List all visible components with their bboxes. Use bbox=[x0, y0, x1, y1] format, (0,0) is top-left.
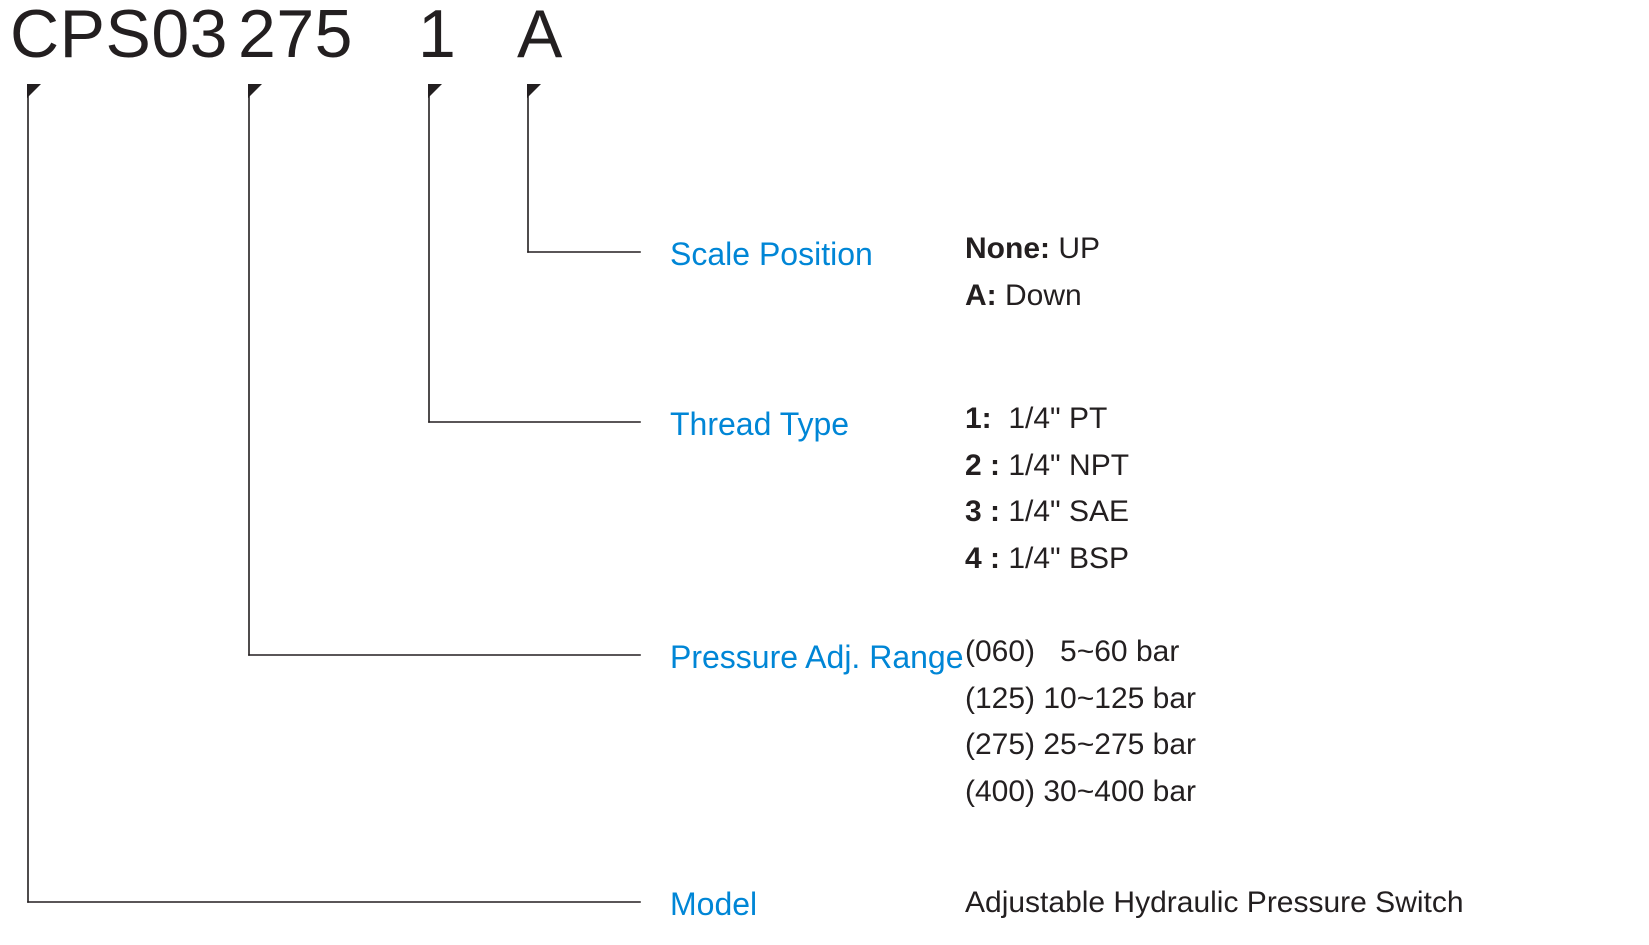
option-line: 3 : 1/4" SAE bbox=[965, 489, 1129, 536]
option-line: 1: 1/4" PT bbox=[965, 396, 1129, 443]
option-value: UP bbox=[1050, 232, 1100, 265]
options-pressure: (060) 5~60 bar (125) 10~125 bar (275) 25~2… bbox=[965, 629, 1196, 815]
option-line: (275) 25~275 bar bbox=[965, 722, 1196, 769]
option-value: 1/4" BSP bbox=[1000, 542, 1129, 575]
option-line: None: UP bbox=[965, 226, 1100, 273]
row-label-thread: Thread Type bbox=[670, 408, 849, 440]
option-key: 4 : bbox=[965, 542, 1000, 575]
option-value: (400) 30~400 bar bbox=[965, 775, 1196, 808]
option-value: Down bbox=[997, 279, 1082, 312]
option-line: 2 : 1/4" NPT bbox=[965, 443, 1129, 490]
option-value: (275) 25~275 bar bbox=[965, 728, 1196, 761]
option-key: 3 : bbox=[965, 495, 1000, 528]
model-description: Adjustable Hydraulic Pressure Switch bbox=[965, 888, 1464, 918]
order-code-diagram: CPS03 275 1 A Scale Position Thread Type… bbox=[0, 0, 1649, 945]
option-line: A: Down bbox=[965, 273, 1100, 320]
option-key: 2 : bbox=[965, 449, 1000, 482]
option-line: (125) 10~125 bar bbox=[965, 676, 1196, 723]
options-thread: 1: 1/4" PT2 : 1/4" NPT3 : 1/4" SAE4 : 1/… bbox=[965, 396, 1129, 582]
row-label-model: Model bbox=[670, 888, 757, 920]
option-line: (400) 30~400 bar bbox=[965, 769, 1196, 816]
row-label-scale: Scale Position bbox=[670, 238, 873, 270]
option-key: None: bbox=[965, 232, 1050, 265]
connector-lines bbox=[0, 0, 1649, 945]
options-scale: None: UPA: Down bbox=[965, 226, 1100, 319]
option-key: 1: bbox=[965, 402, 992, 435]
option-key: A: bbox=[965, 279, 997, 312]
option-value: 1/4" NPT bbox=[1000, 449, 1129, 482]
option-line: (060) 5~60 bar bbox=[965, 629, 1196, 676]
row-label-pressure: Pressure Adj. Range bbox=[670, 641, 964, 673]
option-value: 1/4" SAE bbox=[1000, 495, 1129, 528]
option-value: (125) 10~125 bar bbox=[965, 682, 1196, 715]
option-value: (060) 5~60 bar bbox=[965, 635, 1179, 668]
option-line: 4 : 1/4" BSP bbox=[965, 536, 1129, 583]
option-value: 1/4" PT bbox=[992, 402, 1108, 435]
